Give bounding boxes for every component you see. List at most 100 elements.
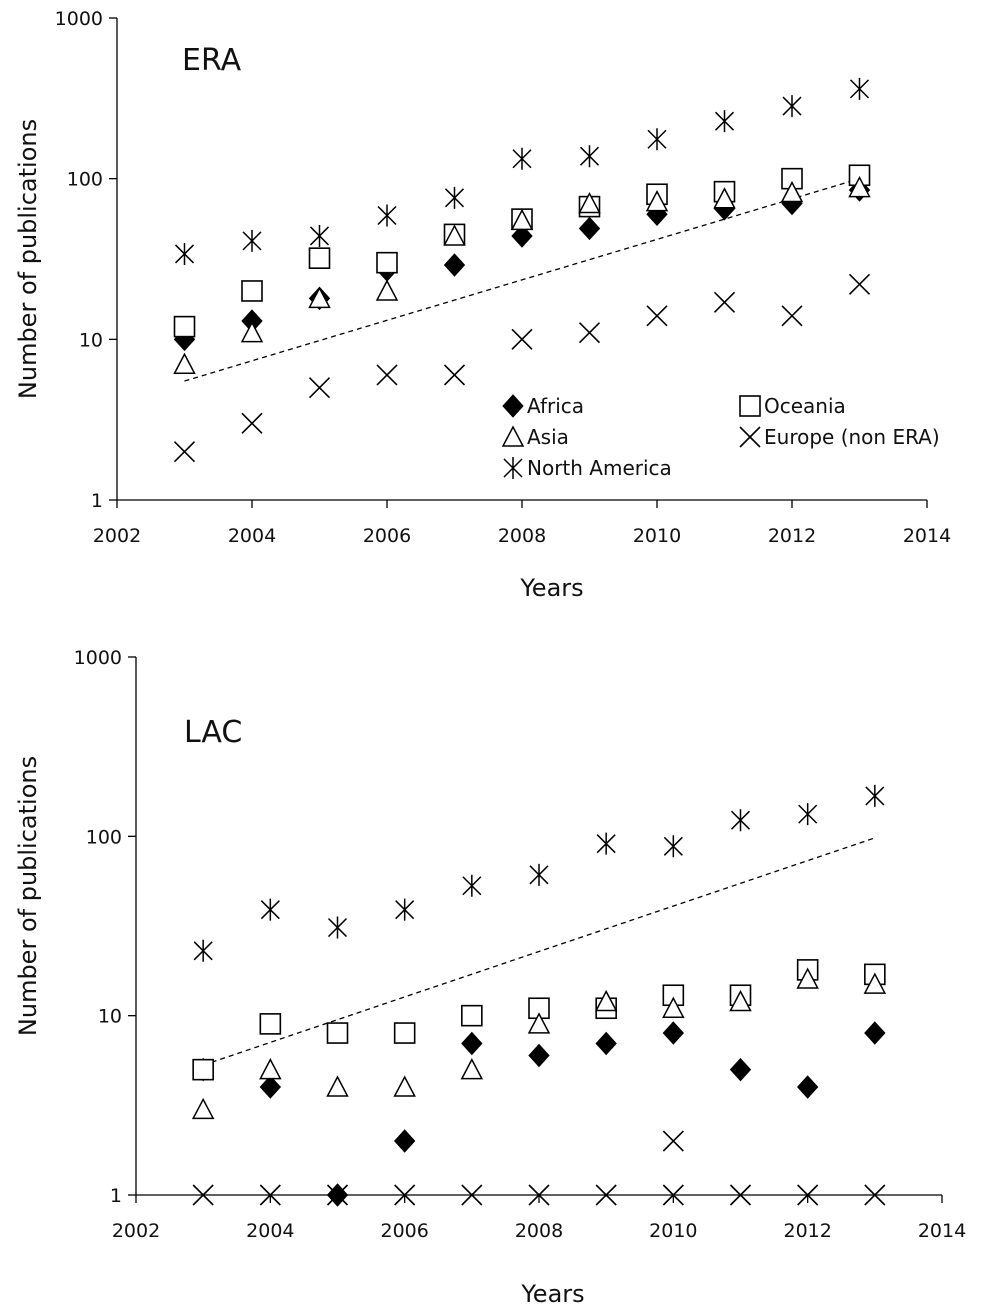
era-africa-point-shape [443, 253, 466, 277]
era-africa-point-shape [578, 216, 601, 241]
era-north-america-point-shape [242, 229, 262, 252]
era-north-america-point [512, 147, 532, 170]
era-chart-panel: 1 10 100 1000 2002 2004 2006 2008 2010 2012 2014 Ye… [0, 0, 985, 620]
lac-europe-non-era-point-shape [528, 1184, 550, 1206]
era-north-america-point [714, 110, 735, 133]
era-x-tick-label: 2006 [363, 525, 411, 547]
lac-europe-non-era-point-shape [595, 1184, 617, 1206]
era-asia-point [308, 286, 331, 309]
era-europe-non-era-point-shape [781, 305, 803, 327]
era-africa-point-shape [511, 224, 533, 248]
era-north-america-point [242, 229, 262, 252]
lac-europe-non-era-point-shape [662, 1184, 684, 1206]
era-legend-europe-non-era-label: Europe (non ERA) [764, 425, 940, 449]
lac-asia-point-shape [796, 967, 819, 989]
lac-oceania-point-shape [259, 1013, 282, 1035]
lac-y-tick-label: 1 [110, 1185, 122, 1207]
lac-north-america-point-shape [327, 916, 348, 939]
era-asia-point-shape [375, 279, 399, 301]
era-north-america-point-shape [647, 128, 667, 151]
era-north-america-point-shape [444, 186, 465, 209]
lac-asia-point-shape [393, 1075, 416, 1097]
lac-africa-point-shape [729, 1057, 752, 1082]
lac-africa-point-shape [595, 1031, 617, 1056]
lac-africa-point [461, 1031, 483, 1056]
era-europe-non-era-point [578, 322, 601, 344]
lac-north-america-point-shape [663, 835, 683, 858]
lac-x-tick-label: 2014 [918, 1220, 966, 1242]
lac-asia-point [326, 1075, 349, 1097]
lac-oceania-point [259, 1013, 282, 1035]
era-asia-point [848, 175, 871, 198]
lac-asia-point-shape [729, 989, 752, 1012]
era-x-axis-title: Years [519, 574, 583, 602]
era-legend-africa-marker [502, 394, 524, 418]
lac-europe-non-era-point [729, 1184, 752, 1206]
era-legend-asia-marker-shape [501, 425, 525, 447]
lac-asia-point-shape [863, 972, 887, 994]
lac-oceania-point [461, 1004, 483, 1027]
era-chart-svg: 1 10 100 1000 2002 2004 2006 2008 2010 2012 2014 Ye… [14, 8, 951, 602]
lac-north-america-point [260, 898, 280, 921]
era-asia-point-shape [173, 352, 196, 374]
era-north-america-point [849, 77, 870, 100]
era-legend-oceania-marker-shape [739, 395, 761, 417]
lac-asia-point [662, 996, 685, 1018]
lac-asia-point [259, 1058, 282, 1080]
era-europe-non-era-point [173, 441, 196, 463]
lac-north-america-point [663, 835, 683, 858]
era-legend-europe-non-era-marker-shape [739, 426, 761, 448]
era-legend-africa-label: Africa [527, 394, 584, 418]
lac-europe-non-era-point [797, 1184, 819, 1206]
lac-asia-point-shape [326, 1075, 349, 1097]
lac-north-america-point-shape [193, 939, 213, 962]
lac-europe-non-era-point-shape [394, 1184, 416, 1206]
era-europe-non-era-point [848, 273, 871, 295]
lac-asia-point-shape [594, 989, 618, 1012]
lac-europe-non-era-point [864, 1184, 886, 1206]
era-legend-asia-label: Asia [527, 425, 569, 449]
lac-north-america-point-shape [260, 898, 280, 921]
lac-asia-point [393, 1075, 416, 1097]
lac-africa-point-shape [259, 1075, 282, 1099]
era-africa-point [443, 253, 466, 277]
era-legend-europe-non-era-marker [739, 426, 761, 448]
era-x-tick-label: 2012 [768, 525, 816, 547]
era-north-america-point [782, 95, 802, 118]
era-y-tick-label: 100 [67, 169, 103, 191]
lac-oceania-point [326, 1022, 349, 1044]
era-europe-non-era-point [443, 364, 466, 386]
era-asia-point-shape [578, 191, 601, 214]
lac-asia-point [594, 989, 618, 1012]
era-asia-point [240, 321, 264, 343]
lac-y-tick-label: 100 [86, 826, 122, 848]
era-europe-non-era-point-shape [376, 364, 398, 386]
era-europe-non-era-point-shape [848, 273, 871, 295]
lac-europe-non-era-point-shape [729, 1184, 752, 1206]
lac-asia-point-shape [460, 1058, 484, 1080]
era-legend-north-america-marker [503, 457, 523, 479]
era-north-america-point-shape [309, 224, 330, 247]
era-asia-point [578, 191, 601, 214]
lac-north-america-point [327, 916, 348, 939]
era-europe-non-era-point-shape [646, 305, 668, 327]
lac-north-america-point [865, 784, 885, 807]
lac-north-america-point-shape [395, 898, 415, 921]
lac-asia-point [191, 1097, 215, 1120]
era-north-america-point-shape [512, 147, 532, 170]
era-legend-oceania-label: Oceania [764, 394, 846, 418]
era-north-america-point [174, 242, 195, 265]
era-oceania-point [376, 251, 398, 274]
era-legend-oceania-marker [739, 395, 761, 417]
lac-europe-non-era-point [662, 1184, 684, 1206]
era-north-america-point [377, 204, 397, 227]
lac-north-america-point-shape [596, 832, 616, 855]
era-europe-non-era-point-shape [713, 291, 736, 313]
lac-north-america-point [462, 874, 482, 897]
lac-north-america-point-shape [730, 809, 751, 832]
lac-europe-non-era-point-shape [259, 1184, 281, 1206]
era-europe-non-era-point [376, 364, 398, 386]
lac-africa-point-shape [662, 1021, 685, 1045]
era-north-america-point [444, 186, 465, 209]
lac-north-america-point-shape [798, 803, 818, 826]
